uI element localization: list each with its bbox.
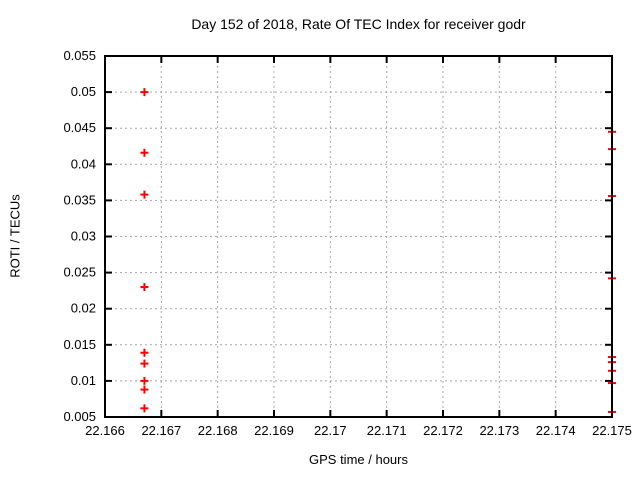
y-axis-label: ROTI / TECUs bbox=[7, 194, 23, 278]
y-tick-label: 0.05 bbox=[71, 84, 96, 99]
x-tick-label: 22.173 bbox=[479, 423, 519, 438]
y-tick-label: 0.035 bbox=[63, 192, 96, 207]
chart-title: Day 152 of 2018, Rate Of TEC Index for r… bbox=[191, 16, 526, 32]
x-tick-label: 22.174 bbox=[536, 423, 576, 438]
y-tick-label: 0.045 bbox=[63, 120, 96, 135]
x-tick-label: 22.169 bbox=[254, 423, 294, 438]
x-tick-label: 22.175 bbox=[592, 423, 632, 438]
y-tick-label: 0.01 bbox=[71, 373, 96, 388]
x-tick-label: 22.167 bbox=[141, 423, 181, 438]
y-tick-label: 0.055 bbox=[63, 48, 96, 63]
x-tick-label: 22.17 bbox=[314, 423, 347, 438]
y-tick-label: 0.02 bbox=[71, 301, 96, 316]
y-tick-label: 0.025 bbox=[63, 265, 96, 280]
x-tick-label: 22.171 bbox=[367, 423, 407, 438]
y-tick-label: 0.015 bbox=[63, 337, 96, 352]
x-tick-label: 22.172 bbox=[423, 423, 463, 438]
y-tick-label: 0.04 bbox=[71, 156, 96, 171]
x-axis-label: GPS time / hours bbox=[309, 452, 408, 467]
y-tick-label: 0.005 bbox=[63, 409, 96, 424]
y-tick-label: 0.03 bbox=[71, 229, 96, 244]
x-tick-label: 22.168 bbox=[198, 423, 238, 438]
x-tick-label: 22.166 bbox=[85, 423, 125, 438]
